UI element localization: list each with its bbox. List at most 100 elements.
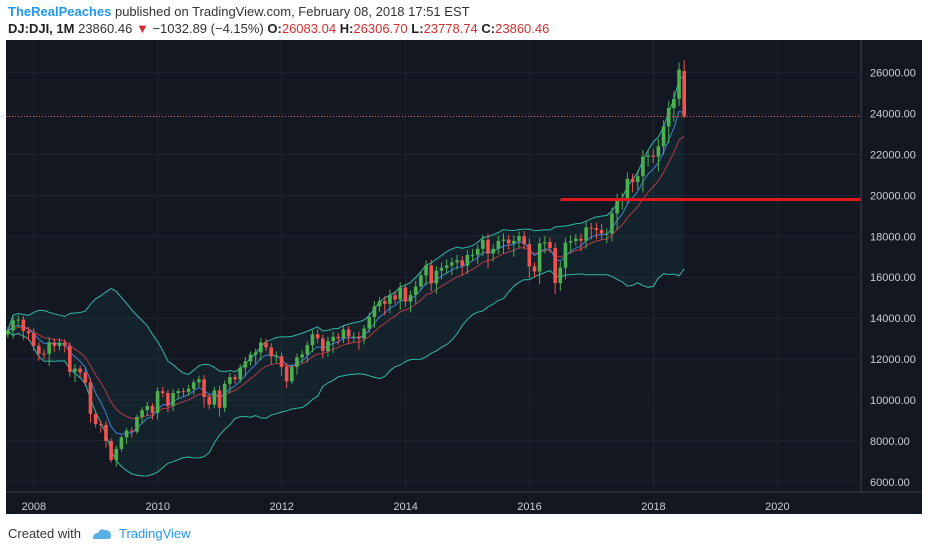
candle [382, 296, 387, 316]
candle [475, 244, 480, 264]
candle [646, 149, 650, 167]
x-tick-label: 2008 [22, 501, 46, 513]
candle-body [150, 405, 155, 414]
candle [346, 326, 351, 344]
candle-body [429, 265, 434, 284]
candle [496, 235, 501, 255]
bollinger-upper [7, 74, 685, 375]
candle-body [331, 336, 335, 342]
candle-body [228, 377, 232, 384]
published-text: published on TradingView.com, February 0… [114, 4, 470, 19]
candle-body [563, 242, 568, 268]
candle [522, 230, 526, 250]
candle [191, 379, 196, 395]
close-label: C: [481, 21, 496, 36]
candle [434, 266, 439, 294]
tradingview-link[interactable]: TradingView [118, 526, 191, 541]
candle-body [351, 336, 356, 338]
candle-body [646, 155, 650, 157]
candle [450, 257, 454, 275]
x-tick-label: 2018 [641, 501, 665, 513]
candle-body [465, 254, 470, 266]
candle-body [78, 368, 82, 373]
candle [517, 231, 521, 249]
candle [403, 283, 408, 307]
grid-lines [6, 40, 861, 492]
tradingview-logo-icon [91, 527, 113, 541]
candle-body [145, 405, 150, 411]
candle [181, 387, 186, 398]
candle [666, 101, 671, 144]
high-label: H: [339, 21, 354, 36]
candle-body [310, 334, 315, 346]
moving-averages [7, 110, 685, 435]
candle [119, 435, 124, 452]
candle [672, 90, 676, 122]
candle [558, 261, 563, 292]
candle [543, 236, 547, 254]
candle-body [573, 238, 578, 242]
candle [16, 314, 20, 327]
candle [269, 343, 273, 365]
candle-body [651, 155, 656, 157]
candle [21, 315, 26, 340]
candle [37, 342, 41, 361]
candle-body [341, 329, 346, 339]
candle-body [527, 244, 532, 267]
candle-body [455, 260, 459, 263]
candle-body [274, 356, 279, 358]
candle [171, 389, 175, 412]
candle [661, 120, 666, 155]
candle [424, 260, 428, 286]
candle-body [16, 319, 20, 321]
candle [62, 339, 67, 353]
candle-body [553, 248, 557, 284]
candle-body [171, 393, 175, 406]
chart-svg[interactable]: 23860.46 6000.008000.0010000.0012000.001… [6, 40, 922, 514]
candle [305, 341, 310, 363]
y-tick-label: 14000.00 [870, 313, 916, 325]
footer: Created with TradingView [8, 526, 191, 541]
candle [11, 316, 15, 339]
candle-body [589, 227, 594, 229]
candle [548, 237, 552, 253]
candle [573, 234, 578, 246]
candle-body [119, 437, 124, 449]
candle-body [357, 336, 361, 339]
candle-body [305, 345, 310, 355]
candle [527, 238, 532, 279]
candle-body [186, 388, 191, 392]
candle-body [377, 300, 382, 307]
candle-body [104, 424, 108, 441]
candle-body [300, 354, 304, 358]
candle [104, 420, 108, 448]
candle-body [11, 320, 15, 331]
candle [584, 221, 588, 249]
candle [579, 233, 583, 252]
author-link[interactable]: TheRealPeaches [8, 4, 112, 19]
candle-body [419, 275, 423, 287]
candle [98, 420, 103, 433]
candle-body [73, 368, 77, 372]
candle-body [315, 334, 320, 339]
y-tick-label: 6000.00 [870, 477, 910, 489]
candle [114, 445, 119, 467]
candle [129, 427, 134, 438]
candle-body [532, 266, 537, 272]
ma-slow-line [7, 135, 685, 420]
candle [470, 249, 475, 261]
candle-body [615, 200, 619, 214]
candle [398, 282, 403, 310]
candle-body [326, 341, 330, 352]
candle-body [129, 430, 134, 432]
candle-body [439, 267, 444, 271]
price-chart[interactable]: 23860.46 6000.008000.0010000.0012000.001… [6, 40, 922, 514]
candle-body [93, 413, 98, 424]
candle [357, 331, 361, 350]
candle-body [496, 240, 501, 249]
candle-body [52, 342, 57, 346]
x-tick-label: 2020 [765, 501, 789, 513]
candle-body [243, 361, 248, 368]
candle [315, 329, 320, 344]
low-value: 23778.74 [423, 21, 478, 36]
